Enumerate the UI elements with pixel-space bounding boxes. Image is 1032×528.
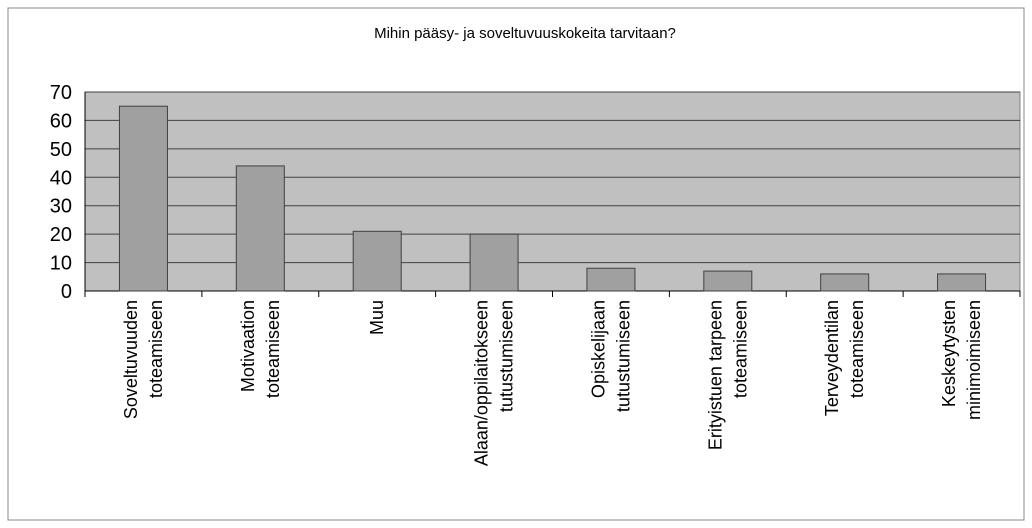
bar: [820, 273, 870, 292]
x-tick-label-group: Terveydentilan toteamiseen: [822, 300, 867, 416]
bar: [703, 270, 753, 292]
bar: [586, 267, 636, 292]
bar: [469, 233, 519, 292]
x-tick-label-group: Alaan/oppilaitokseen tutustumiseen: [472, 300, 517, 466]
x-tick-label: Opiskelijaan tutustumiseen: [588, 300, 633, 412]
x-tick-label-group: Motivaation toteamiseen: [238, 300, 283, 398]
chart-title: Mihin pääsy- ja soveltuvuuskokeita tarvi…: [374, 25, 676, 42]
x-tick-label: Erityistuen tarpeen toteamiseen: [705, 300, 750, 450]
x-tick-label: Soveltuvuuden toteamiseen: [121, 300, 166, 419]
x-tick-label: Keskeytysten minimoimiseen: [939, 300, 984, 420]
y-tick-label: 0: [61, 281, 72, 303]
x-tick-label-group: Keskeytysten minimoimiseen: [939, 300, 984, 420]
y-tick-label: 50: [50, 139, 72, 161]
x-tick-label: Terveydentilan toteamiseen: [822, 300, 867, 416]
bar: [937, 273, 987, 292]
x-tick-label-group: Soveltuvuuden toteamiseen: [121, 300, 166, 419]
y-tick-label: 60: [50, 110, 72, 132]
x-tick-label-group: Opiskelijaan tutustumiseen: [588, 300, 633, 412]
y-tick-label: 10: [50, 253, 72, 275]
x-tick-label: Alaan/oppilaitokseen tutustumiseen: [472, 300, 517, 466]
y-tick-label: 70: [50, 82, 72, 104]
y-tick-label: 40: [50, 167, 72, 189]
y-tick-label: 30: [50, 196, 72, 218]
x-tick-label-group: Erityistuen tarpeen toteamiseen: [705, 300, 750, 450]
bar: [352, 230, 402, 292]
x-tick-label: Muu: [367, 300, 387, 335]
x-tick-label-group: Muu: [367, 300, 387, 335]
x-tick-label: Motivaation toteamiseen: [238, 300, 283, 398]
bar: [118, 105, 168, 292]
plot-area: [84, 91, 1021, 292]
y-tick-label: 20: [50, 224, 72, 246]
bar: [235, 165, 285, 292]
